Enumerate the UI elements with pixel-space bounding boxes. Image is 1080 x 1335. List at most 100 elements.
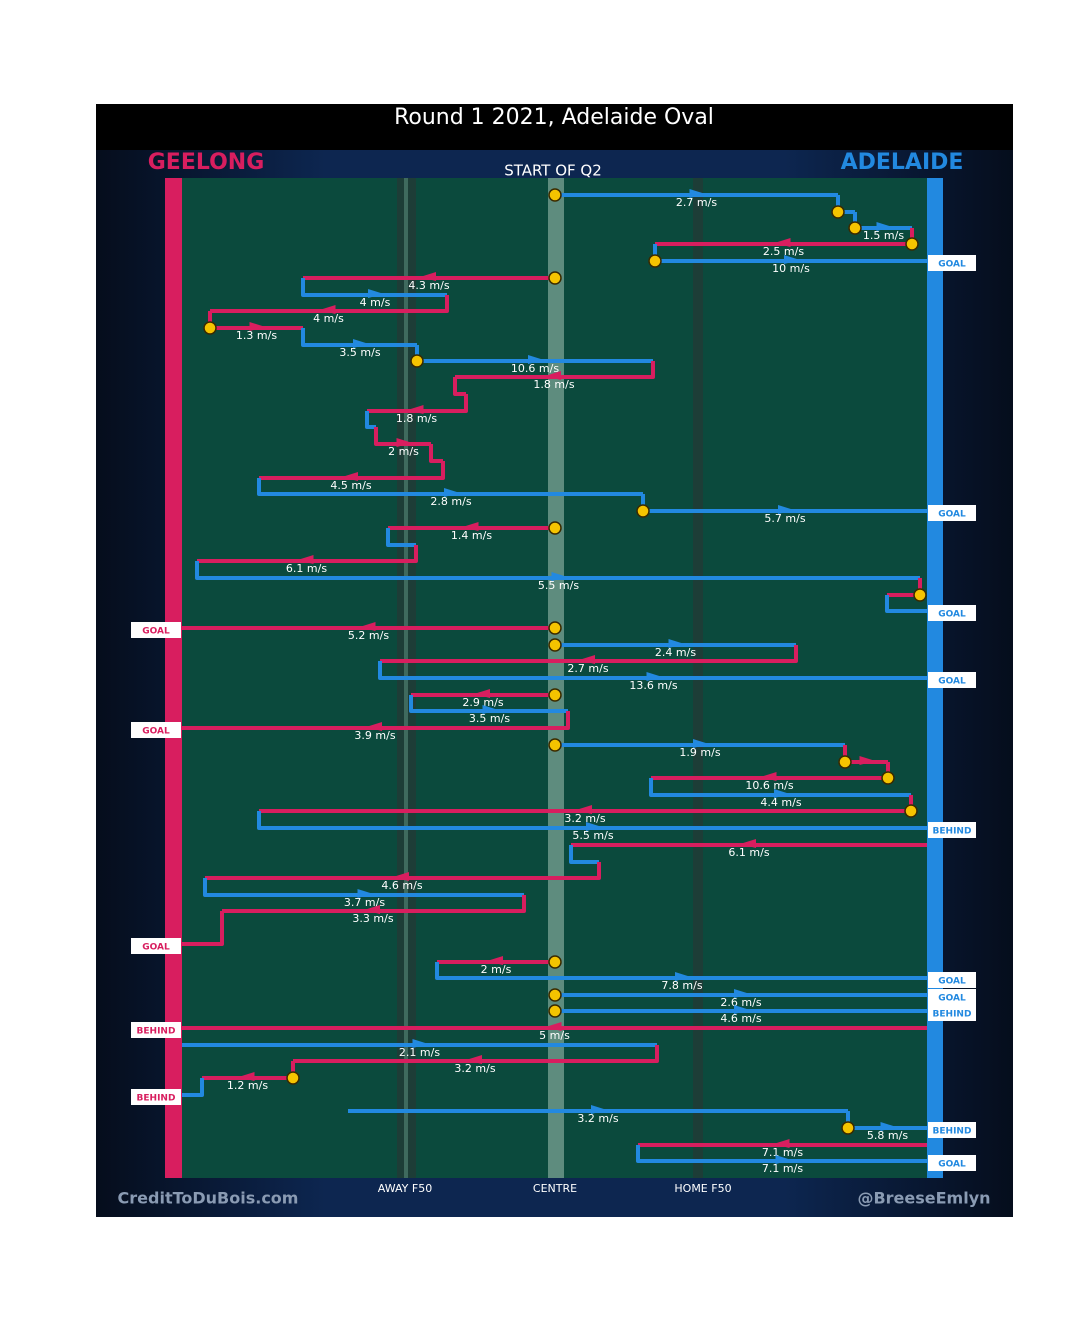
speed-label: 6.1 m/s xyxy=(286,562,327,575)
speed-label: 3.2 m/s xyxy=(454,1062,495,1075)
kick-arrow xyxy=(420,272,436,281)
stoppage-marker xyxy=(548,688,562,702)
outcome-box xyxy=(131,1022,181,1038)
kick-arrow xyxy=(668,639,685,648)
outcome-label: BEHIND xyxy=(933,1010,972,1020)
speed-label: 3.7 m/s xyxy=(344,896,385,909)
stoppage-marker xyxy=(636,504,650,518)
kick-arrow xyxy=(775,1155,792,1164)
stoppage-marker xyxy=(848,221,862,235)
speed-label: 5.2 m/s xyxy=(348,629,389,642)
kick-arrow xyxy=(359,622,376,631)
kick-arrow xyxy=(297,555,314,564)
kick-arrow xyxy=(528,355,544,364)
stoppage-marker xyxy=(904,804,918,818)
kick-path xyxy=(453,377,466,396)
kick-arrow xyxy=(357,889,374,898)
outcome-box xyxy=(131,622,181,638)
kick-path xyxy=(197,545,418,563)
kick-arrow xyxy=(675,972,691,981)
kick-arrow xyxy=(545,1022,562,1031)
speed-label: 7.1 m/s xyxy=(762,1146,803,1159)
kick-arrow xyxy=(740,839,756,848)
zone-label: CENTRE xyxy=(533,1182,577,1195)
kick-path xyxy=(210,295,449,313)
stoppage-marker xyxy=(905,237,919,251)
speed-label: 10.6 m/s xyxy=(511,362,559,375)
kick-arrow xyxy=(466,1055,482,1064)
outcome-label: BEHIND xyxy=(933,827,972,837)
outcome-box xyxy=(928,972,976,988)
kick-arrow xyxy=(774,789,790,798)
title-bar xyxy=(96,104,1013,150)
speed-label: 4.6 m/s xyxy=(381,879,422,892)
kick-path xyxy=(885,595,927,613)
kick-arrow xyxy=(876,222,893,231)
outcome-box xyxy=(131,938,181,954)
speed-label: 1.8 m/s xyxy=(533,378,574,391)
stoppage-marker xyxy=(841,1121,855,1135)
speed-label: 4.3 m/s xyxy=(408,279,449,292)
speed-label: 1.2 m/s xyxy=(227,1079,268,1092)
kick-path xyxy=(182,911,224,946)
title: Round 1 2021, Adelaide Oval xyxy=(394,105,714,130)
kick-arrow xyxy=(689,189,706,198)
outcome-label: GOAL xyxy=(938,1160,966,1170)
kick-arrow xyxy=(342,472,358,481)
chains: 2.7 m/s 1.5 m/s 2.5 m/s 10 m/s GOAL 4.3 m/s 4 … xyxy=(131,188,976,1175)
outcome-box xyxy=(928,989,976,1005)
stoppage-marker xyxy=(648,254,662,268)
stoppage-marker xyxy=(548,955,562,969)
kick-path xyxy=(636,1145,927,1163)
speed-label: 2.1 m/s xyxy=(399,1046,440,1059)
kick-path xyxy=(386,528,416,547)
kick-arrow xyxy=(646,672,663,681)
kick-arrow xyxy=(576,805,592,814)
speed-label: 4 m/s xyxy=(313,312,344,325)
stoppage-marker xyxy=(831,205,845,219)
speed-label: 2.7 m/s xyxy=(567,662,608,675)
subtitle: START OF Q2 xyxy=(504,162,602,180)
speed-label: 1.3 m/s xyxy=(236,329,277,342)
team-name: GEELONG xyxy=(148,150,265,175)
speed-label: 2 m/s xyxy=(481,963,512,976)
stoppage-marker xyxy=(548,988,562,1002)
speed-label: 3.2 m/s xyxy=(577,1112,618,1125)
speed-label: 10.6 m/s xyxy=(745,779,793,792)
kick-arrow xyxy=(778,505,794,514)
kick-arrow xyxy=(693,739,709,748)
kick-arrow xyxy=(444,488,460,497)
kick-path xyxy=(293,1045,659,1063)
stoppage-marker xyxy=(548,621,562,635)
kick-arrow xyxy=(396,438,413,447)
outcome-label: GOAL xyxy=(938,977,966,987)
speed-label: 7.1 m/s xyxy=(762,1162,803,1175)
speed-label: 1.4 m/s xyxy=(451,529,492,542)
stoppage-marker xyxy=(286,1071,300,1085)
kick-arrow xyxy=(760,772,777,781)
kick-path xyxy=(301,328,417,347)
stoppage-marker xyxy=(838,755,852,769)
kick-arrow xyxy=(734,989,750,998)
speed-label: 2.5 m/s xyxy=(763,245,804,258)
kick-arrow xyxy=(353,339,369,348)
outcome-box xyxy=(928,605,976,621)
kick-arrow xyxy=(551,572,568,581)
kick-path xyxy=(380,645,798,663)
kick-path xyxy=(205,862,601,880)
kick-path xyxy=(203,878,524,897)
kick-path xyxy=(367,394,468,413)
zone-label: AWAY F50 xyxy=(378,1182,432,1195)
speed-label: 5.7 m/s xyxy=(764,512,805,525)
speed-label: 2.7 m/s xyxy=(676,196,717,209)
speed-label: 4.6 m/s xyxy=(720,1012,761,1025)
kick-arrow xyxy=(774,238,791,247)
kick-arrow xyxy=(591,1105,607,1114)
kick-path xyxy=(429,444,443,463)
outcome-box xyxy=(928,255,976,271)
outcome-label: GOAL xyxy=(938,994,966,1004)
speed-label: 3.5 m/s xyxy=(339,346,380,359)
outcome-label: GOAL xyxy=(938,677,966,687)
outcome-box xyxy=(928,1005,976,1021)
